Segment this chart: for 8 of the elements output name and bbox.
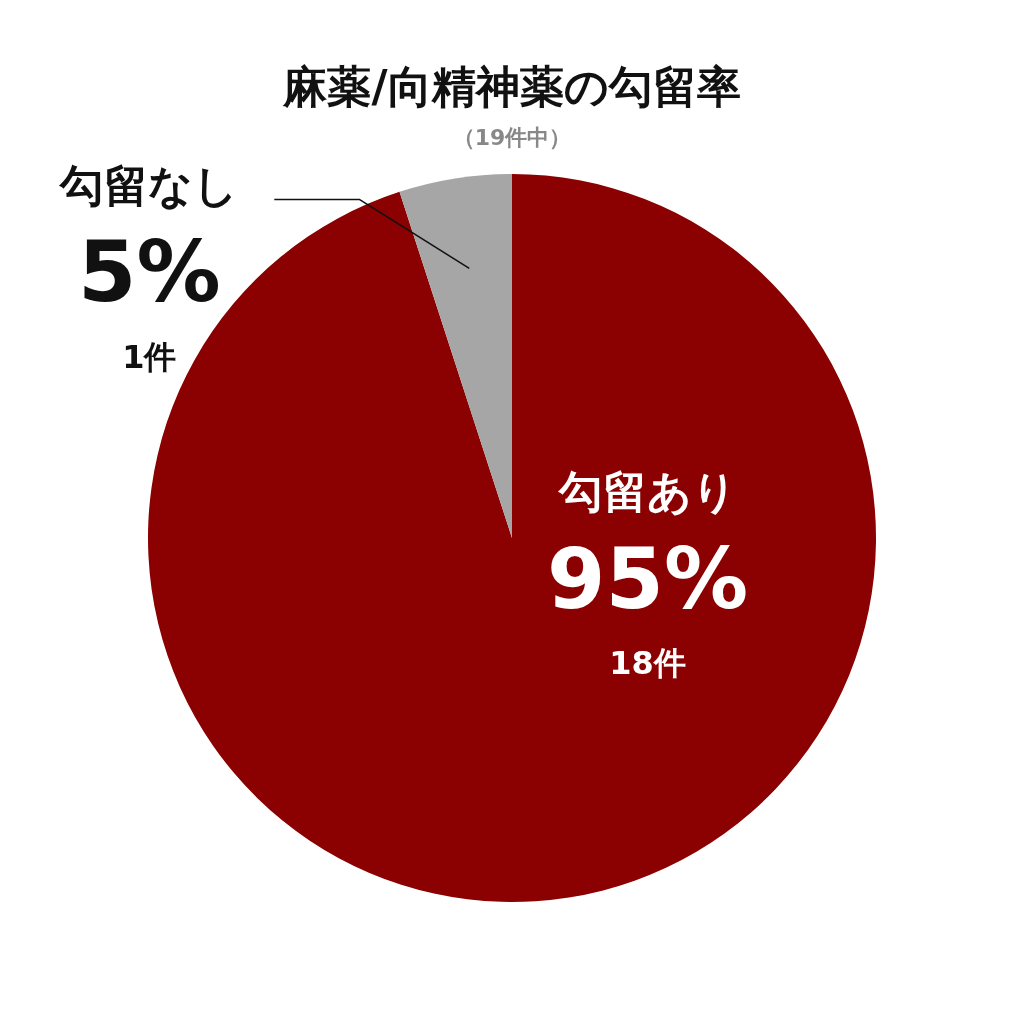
data-label: 5%	[77, 223, 221, 322]
text: 18件	[609, 644, 686, 683]
chart-title: 麻薬/向精神薬の勾留率	[282, 60, 742, 114]
chart-subtitle: （19件中）	[451, 124, 573, 152]
text: 1件	[122, 337, 177, 376]
slice-label: 勾留なし	[58, 159, 239, 211]
slice-label: 勾留あり	[556, 466, 737, 518]
data-label: 95%	[547, 529, 749, 628]
